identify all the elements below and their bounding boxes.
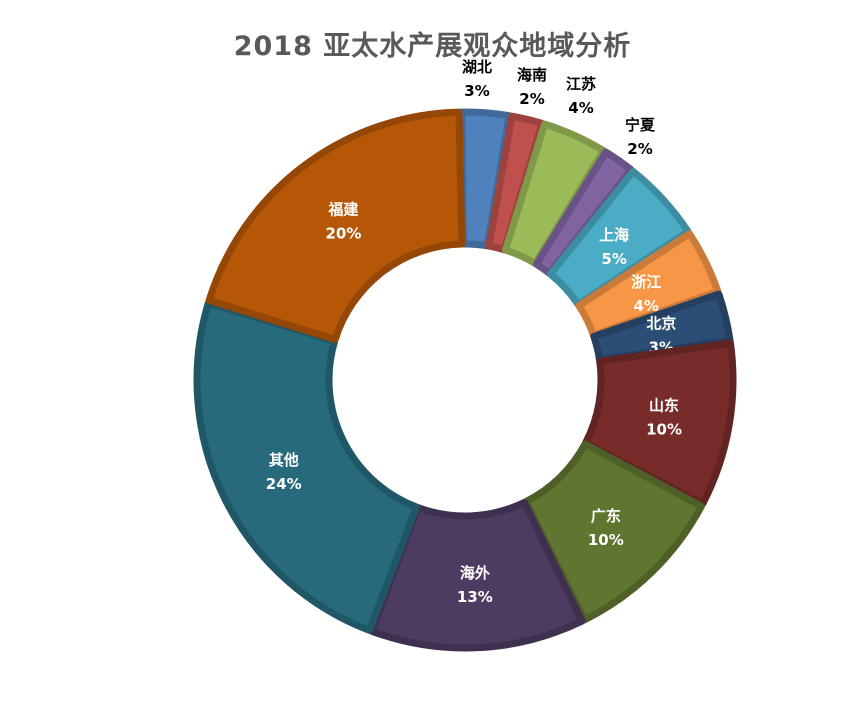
slice-其他 <box>193 299 420 634</box>
slice-value-湖北: 3% <box>464 82 489 100</box>
slice-value-福建: 20% <box>325 225 361 243</box>
slice-label-湖北: 湖北 <box>462 58 492 76</box>
slice-label-上海: 上海 <box>599 226 629 244</box>
slice-label-其他: 其他 <box>269 451 299 469</box>
chart-title: 2018 亚太水产展观众地域分析 <box>233 31 632 62</box>
slice-value-浙江: 4% <box>634 297 659 315</box>
slice-label-宁夏: 宁夏 <box>625 116 656 134</box>
slice-label-北京: 北京 <box>646 315 676 333</box>
slice-福建 <box>205 108 466 344</box>
slice-value-其他: 24% <box>266 475 302 493</box>
slice-label-福建: 福建 <box>327 201 359 219</box>
slice-value-海南: 2% <box>519 90 544 108</box>
slice-label-广东: 广东 <box>591 507 621 525</box>
slice-label-浙江: 浙江 <box>631 273 661 291</box>
slice-label-江苏: 江苏 <box>566 75 596 93</box>
slice-value-宁夏: 2% <box>627 140 652 158</box>
slice-label-海南: 海南 <box>517 66 547 84</box>
slice-value-江苏: 4% <box>568 99 593 117</box>
slice-label-山东: 山东 <box>649 396 679 414</box>
slice-value-上海: 5% <box>601 250 626 268</box>
slice-value-海外: 13% <box>457 588 493 606</box>
slice-label-海外: 海外 <box>460 564 490 582</box>
slice-value-广东: 10% <box>588 531 624 549</box>
slice-value-山东: 10% <box>646 420 682 438</box>
